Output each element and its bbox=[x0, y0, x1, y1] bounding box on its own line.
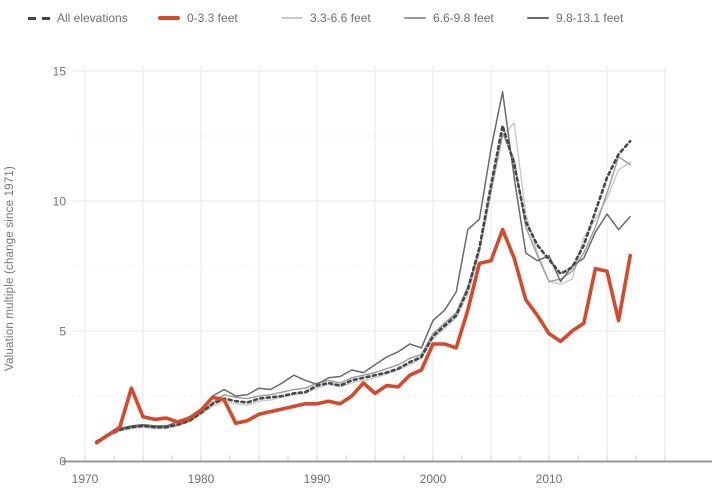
y-tick-label: 10 bbox=[53, 195, 67, 209]
series-line-9.8-13.1-feet[interactable] bbox=[95, 91, 631, 443]
legend-item-label: 3.3-6.6 feet bbox=[310, 11, 371, 25]
legend-item-all-elevations[interactable]: All elevations bbox=[28, 10, 128, 26]
y-tick-label: 5 bbox=[59, 325, 66, 339]
x-tick-label: 2000 bbox=[420, 472, 447, 486]
y-tick-label: 15 bbox=[53, 65, 67, 79]
legend-item-6.6-9.8-feet[interactable]: 6.6-9.8 feet bbox=[404, 10, 494, 26]
y-axis-title-text: Valuation multiple (change since 1971) bbox=[4, 165, 16, 371]
y-axis-title: Valuation multiple (change since 1971) bbox=[2, 118, 18, 418]
series-line-0-3.3-feet[interactable] bbox=[94, 227, 632, 445]
legend-item-label: 9.8-13.1 feet bbox=[556, 11, 624, 25]
series-line-6.6-9.8-feet[interactable] bbox=[95, 132, 631, 443]
legend-swatch-9.8-13.1-feet-icon bbox=[527, 17, 549, 19]
legend-swatch-6.6-9.8-feet-icon bbox=[404, 17, 426, 19]
legend-item-label: 6.6-9.8 feet bbox=[433, 11, 494, 25]
x-tick-label: 1970 bbox=[72, 472, 99, 486]
x-tick-label: 1990 bbox=[304, 472, 331, 486]
legend-swatch-3.3-6.6-feet-icon bbox=[281, 17, 303, 19]
series-lines bbox=[94, 91, 632, 445]
legend-item-label: All elevations bbox=[57, 11, 128, 25]
legend-item-9.8-13.1-feet[interactable]: 9.8-13.1 feet bbox=[527, 10, 623, 26]
gridlines bbox=[72, 66, 666, 461]
legend-item-0-3.3-feet[interactable]: 0-3.3 feet bbox=[158, 10, 238, 26]
y-tick-label: 0 bbox=[59, 455, 66, 469]
x-tick-label: 1980 bbox=[188, 472, 215, 486]
x-minor-ticks bbox=[84, 455, 666, 461]
legend: All elevations 0-3.3 feet 3.3-6.6 feet 6.6-… bbox=[0, 0, 719, 34]
legend-item-3.3-6.6-feet[interactable]: 3.3-6.6 feet bbox=[281, 10, 371, 26]
legend-item-label: 0-3.3 feet bbox=[187, 11, 238, 25]
legend-swatch-all-elevations-icon bbox=[28, 16, 50, 20]
x-tick-label: 2010 bbox=[536, 472, 563, 486]
series-line-all-elevations[interactable] bbox=[95, 124, 632, 443]
axis-labels: 0 5 10 15 1970 1980 1990 2000 2010 bbox=[53, 65, 563, 487]
legend-swatch-0-3.3-feet-icon bbox=[158, 16, 180, 20]
series-line-3.3-6.6-feet[interactable] bbox=[95, 122, 631, 443]
